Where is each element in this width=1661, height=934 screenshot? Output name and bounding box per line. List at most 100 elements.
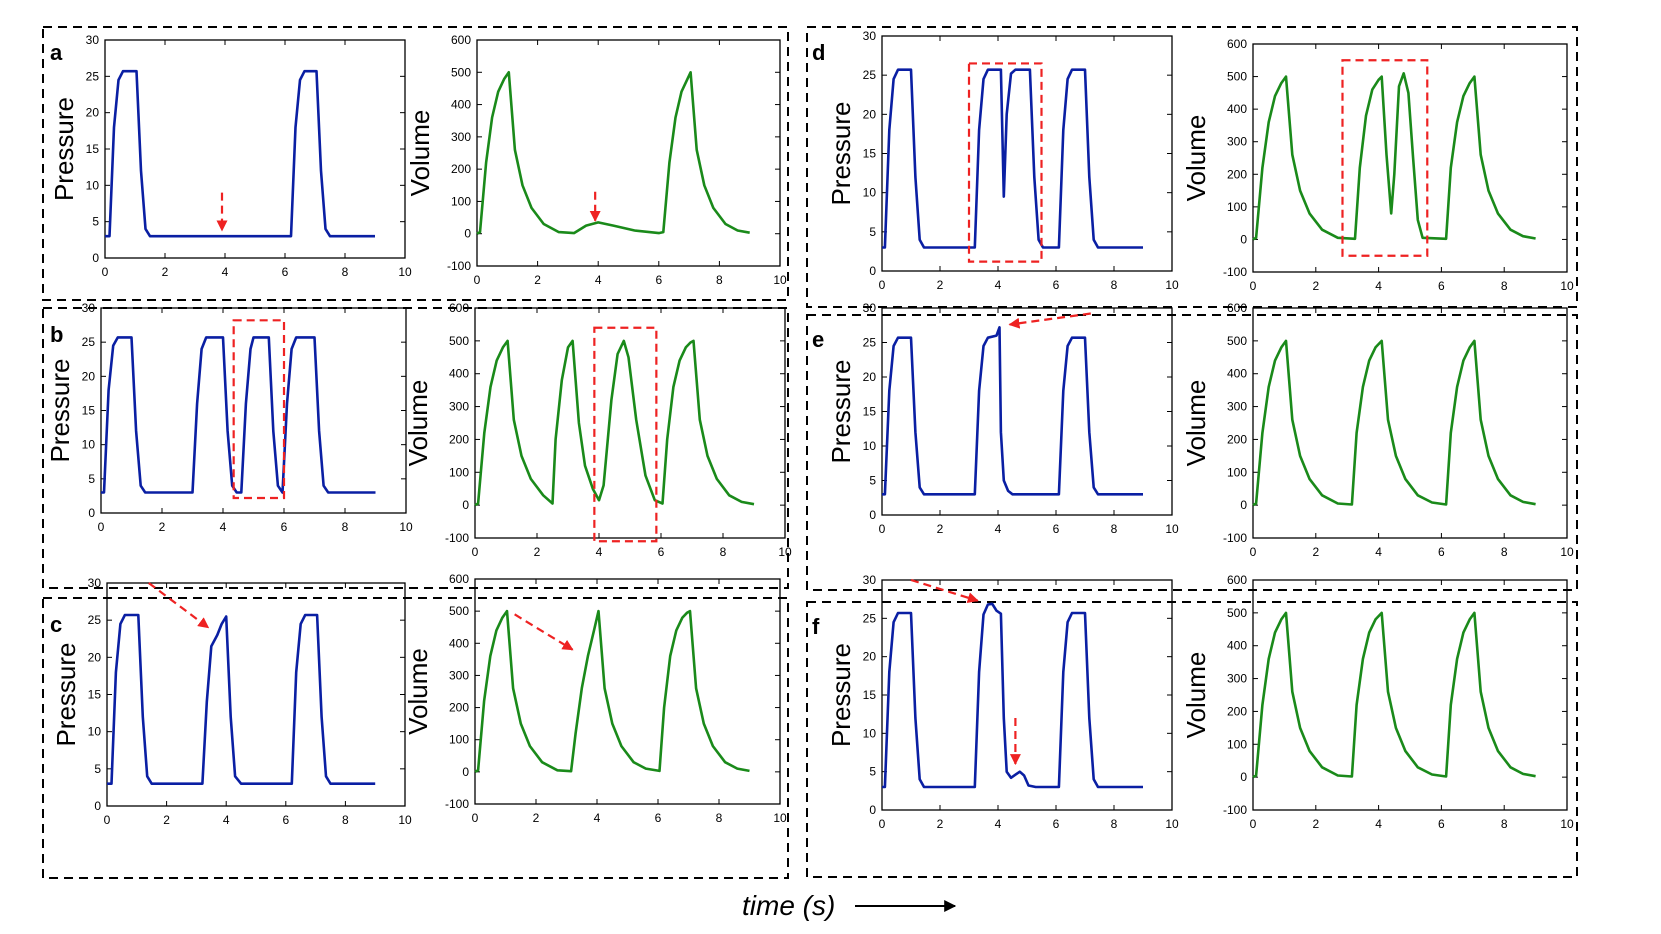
y-tick-label: -100 (1223, 531, 1247, 545)
y-axis-label: Pressure (51, 642, 81, 746)
x-tick-label: 8 (720, 545, 727, 559)
x-tick-label: 0 (1250, 279, 1257, 293)
y-tick-label: 300 (1227, 135, 1247, 149)
axes-box (106, 582, 406, 807)
annotation-box-b-pressure (232, 319, 286, 500)
y-tick-label: 0 (1240, 498, 1247, 512)
y-tick-label: 400 (1227, 102, 1247, 116)
y-tick-label: 5 (869, 765, 876, 779)
x-tick-label: 8 (1111, 278, 1118, 292)
series-line-pressure (101, 336, 376, 494)
axes-box (474, 307, 786, 539)
x-tick-label: 2 (1312, 817, 1319, 831)
y-tick-label: 5 (869, 474, 876, 488)
y-tick-label: 0 (462, 765, 469, 779)
y-tick-label: 500 (451, 65, 471, 79)
x-tick-label: 4 (222, 265, 229, 279)
y-tick-label: 30 (82, 301, 96, 315)
x-tick-label: 8 (342, 520, 349, 534)
series-line-pressure (882, 326, 1143, 496)
y-tick-label: 0 (464, 227, 471, 241)
y-tick-label: 600 (1227, 301, 1247, 315)
y-tick-label: 15 (86, 142, 100, 156)
y-tick-label: 15 (88, 688, 102, 702)
panel-frame-f (806, 601, 1578, 878)
x-tick-label: 8 (1501, 817, 1508, 831)
series-line-volume (474, 339, 755, 507)
chart-e-pressure: 0 2 4 6 8 10 0 5 10 15 20 25 30 Pressure (826, 301, 1179, 536)
x-tick-label: 2 (162, 265, 169, 279)
y-tick-label: 15 (863, 147, 877, 161)
panel-label-d: d (812, 40, 825, 65)
x-tick-label: 10 (773, 273, 787, 287)
x-tick-label: 4 (995, 278, 1002, 292)
x-tick-label: 6 (655, 273, 662, 287)
series-line-volume (474, 609, 750, 774)
x-tick-label: 8 (342, 813, 349, 827)
x-tick-label: 6 (1438, 279, 1445, 293)
x-tick-label: 6 (658, 545, 665, 559)
x-tick-label: 2 (534, 545, 541, 559)
y-tick-label: 100 (451, 194, 471, 208)
x-tick-label: 4 (995, 817, 1002, 831)
chart-d-pressure: 0 2 4 6 8 10 0 5 10 15 20 25 30 Pressure (826, 29, 1179, 292)
y-tick-label: 0 (869, 803, 876, 817)
x-tick-label: 4 (596, 545, 603, 559)
x-tick-label: 10 (773, 811, 787, 825)
y-tick-label: 10 (863, 726, 877, 740)
x-tick-label: 0 (98, 520, 105, 534)
x-tick-label: 6 (1438, 545, 1445, 559)
panel-frame-b (42, 307, 789, 589)
y-tick-label: 5 (88, 472, 95, 486)
y-tick-label: 15 (863, 688, 877, 702)
y-tick-label: 20 (88, 650, 102, 664)
y-tick-label: 5 (94, 762, 101, 776)
panel-label-a: a (50, 40, 63, 65)
global-xlabel: time (s) (742, 890, 835, 921)
y-tick-label: 400 (1227, 367, 1247, 381)
x-tick-label: 10 (399, 520, 413, 534)
y-tick-label: 500 (449, 604, 469, 618)
y-tick-label: 200 (449, 701, 469, 715)
x-tick-label: 6 (1438, 817, 1445, 831)
x-tick-label: 6 (1053, 817, 1060, 831)
x-tick-label: 6 (281, 520, 288, 534)
y-tick-label: 0 (88, 506, 95, 520)
series-line-volume (1252, 72, 1536, 241)
x-tick-label: 8 (1111, 817, 1118, 831)
y-tick-label: 0 (869, 264, 876, 278)
y-axis-label: Volume (1181, 380, 1211, 467)
y-axis-label: Volume (403, 648, 433, 735)
y-tick-label: 0 (1240, 232, 1247, 246)
y-tick-label: -100 (447, 259, 471, 273)
y-tick-label: 15 (863, 405, 877, 419)
annotation-box-d-pressure (967, 62, 1043, 263)
y-tick-label: 400 (1227, 639, 1247, 653)
y-axis-label: Volume (1181, 652, 1211, 739)
y-tick-label: 25 (863, 611, 877, 625)
annotation-arrow-c-volume (514, 613, 574, 651)
y-tick-label: 10 (863, 439, 877, 453)
x-tick-label: 10 (1165, 522, 1179, 536)
y-axis-label: Volume (1181, 115, 1211, 202)
y-tick-label: 200 (1227, 432, 1247, 446)
axes-box (474, 578, 781, 805)
series-line-pressure (882, 602, 1143, 789)
y-tick-label: 600 (1227, 573, 1247, 587)
y-tick-label: 25 (863, 336, 877, 350)
y-tick-label: 30 (88, 576, 102, 590)
y-tick-label: 600 (449, 572, 469, 586)
axes-box (1252, 307, 1568, 539)
x-tick-label: 10 (1560, 279, 1574, 293)
x-tick-label: 10 (1560, 545, 1574, 559)
axes-box (1252, 43, 1568, 273)
y-tick-label: 0 (1240, 770, 1247, 784)
y-tick-label: 10 (86, 178, 100, 192)
y-tick-label: 100 (1227, 200, 1247, 214)
y-axis-label: Pressure (45, 358, 75, 462)
